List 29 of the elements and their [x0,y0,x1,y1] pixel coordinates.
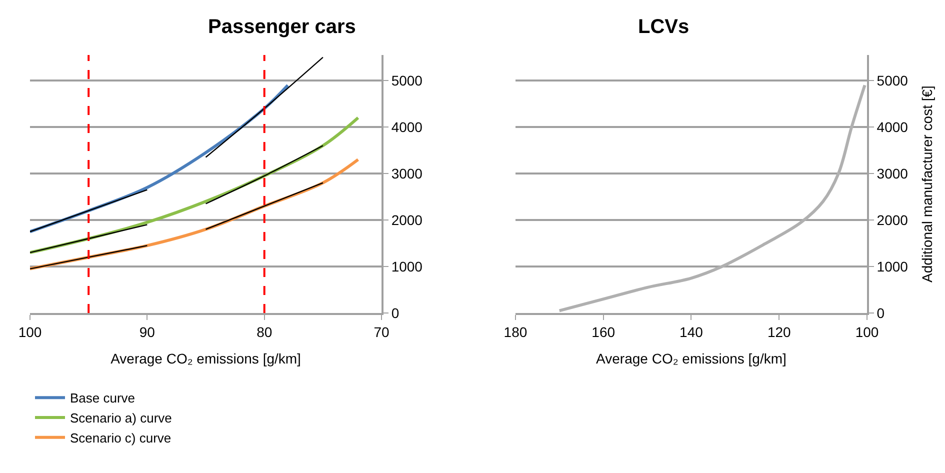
y-tick-label: 0 [391,304,400,321]
y-axis-title: Additional manufacturer cost [€] [918,86,935,282]
x-axis-title: Average CO₂ emissions [g/km] [110,350,301,367]
x-tick-label: 140 [680,324,704,340]
x-tick-label: 90 [139,324,156,340]
y-tick-label: 1000 [391,258,423,274]
x-tick-label: 100 [18,324,42,340]
y-tick-label: 5000 [876,72,908,88]
y-tick-label: 0 [876,304,885,321]
x-tick-label: 80 [256,324,272,340]
legend-label: Scenario c) curve [70,430,172,446]
y-tick-label: 4000 [876,118,908,135]
chart-title: Passenger cars [208,16,356,38]
legend-label: Base curve [70,390,136,406]
y-tick-label: 3000 [391,165,423,182]
x-tick-label: 160 [592,324,616,340]
x-tick-label: 70 [374,324,390,340]
x-axis-title: Average CO₂ emissions [g/km] [596,350,786,367]
y-tick-label: 3000 [876,165,908,182]
y-tick-label: 2000 [876,212,908,228]
chart-title: LCVs [638,16,690,38]
y-tick-label: 1000 [876,258,908,274]
y-tick-label: 4000 [391,118,423,135]
x-tick-label: 120 [767,324,792,340]
legend-label: Scenario a) curve [70,410,172,426]
x-tick-label: 100 [855,324,879,340]
x-tick-label: 180 [504,324,528,340]
y-tick-label: 2000 [391,212,423,228]
y-tick-label: 5000 [391,72,423,88]
